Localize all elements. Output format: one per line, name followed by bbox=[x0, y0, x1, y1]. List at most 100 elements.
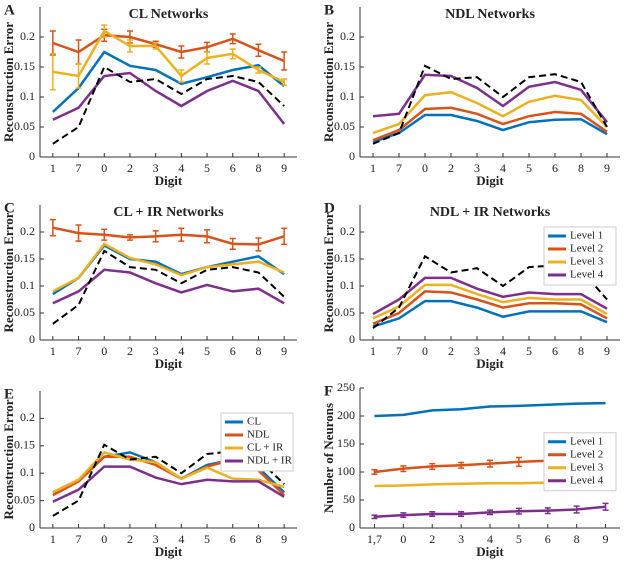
error-bar bbox=[281, 51, 288, 71]
series-line bbox=[52, 249, 285, 325]
x-tick-label: 8 bbox=[255, 161, 261, 175]
error-bar bbox=[204, 51, 211, 65]
panel-letter: F bbox=[324, 383, 333, 399]
error-bar bbox=[152, 42, 159, 50]
error-bar bbox=[229, 33, 236, 45]
error-bar bbox=[204, 229, 211, 244]
y-axis-label: Number of Neurons bbox=[321, 403, 336, 513]
y-tick-label: 0 bbox=[349, 332, 355, 346]
x-tick-label: 3 bbox=[474, 161, 480, 175]
y-tick-label: 0.05 bbox=[334, 119, 355, 133]
error-bar bbox=[126, 39, 133, 53]
y-axis-label: Reconstruction Error bbox=[1, 212, 16, 332]
x-tick-label: 1 bbox=[370, 344, 376, 358]
y-tick-label: 200 bbox=[337, 408, 355, 422]
x-axis-label: Digit bbox=[476, 173, 504, 188]
y-tick-label: 0.15 bbox=[334, 251, 355, 265]
error-bar bbox=[281, 227, 288, 246]
error-bar bbox=[573, 505, 580, 514]
x-tick-label: 4 bbox=[178, 532, 184, 546]
series-line bbox=[52, 465, 285, 503]
y-tick-label: 0.2 bbox=[20, 29, 35, 43]
y-axis-label: Reconstruction Error bbox=[1, 399, 16, 519]
x-tick-label: 7 bbox=[76, 532, 82, 546]
error-bar bbox=[75, 63, 82, 89]
y-tick-label: 0.2 bbox=[340, 29, 355, 43]
x-tick-label: 8 bbox=[578, 161, 584, 175]
error-bar bbox=[400, 465, 407, 473]
error-bar bbox=[255, 66, 262, 74]
x-tick-label: 1,7 bbox=[367, 532, 382, 546]
x-tick-label: 4 bbox=[500, 344, 506, 358]
legend-label: NDL bbox=[247, 429, 270, 441]
panel-letter: E bbox=[4, 386, 14, 402]
y-tick-label: 0.05 bbox=[334, 305, 355, 319]
x-tick-label: 9 bbox=[603, 532, 609, 546]
error-bar bbox=[229, 48, 236, 60]
x-tick-label: 1 bbox=[50, 344, 56, 358]
x-tick-label: 9 bbox=[281, 344, 287, 358]
series-line bbox=[372, 106, 608, 142]
y-tick-label: 0 bbox=[29, 149, 35, 163]
x-tick-label: 2 bbox=[127, 344, 133, 358]
x-tick-label: 5 bbox=[204, 161, 210, 175]
y-tick-label: 0 bbox=[29, 332, 35, 346]
x-axis-label: Digit bbox=[155, 173, 183, 188]
x-tick-label: 0 bbox=[101, 344, 107, 358]
x-tick-label: 9 bbox=[604, 344, 610, 358]
x-tick-label: 0 bbox=[101, 532, 107, 546]
panel-letter: A bbox=[4, 2, 15, 18]
x-tick-label: 6 bbox=[230, 532, 236, 546]
x-tick-label: 8 bbox=[255, 532, 261, 546]
error-bar bbox=[544, 507, 551, 515]
x-axis-label: Digit bbox=[155, 544, 183, 559]
series-line bbox=[52, 33, 285, 63]
y-tick-label: 0.15 bbox=[14, 251, 35, 265]
error-bar bbox=[371, 469, 378, 475]
error-bar bbox=[515, 507, 522, 515]
error-bar bbox=[178, 45, 185, 59]
series-line bbox=[52, 242, 285, 293]
legend-label: CL + IR bbox=[247, 442, 284, 454]
error-bar bbox=[126, 233, 133, 241]
x-tick-label: 7 bbox=[396, 344, 402, 358]
error-bar bbox=[515, 456, 522, 468]
series-line bbox=[52, 226, 285, 246]
y-tick-label: 0 bbox=[349, 520, 355, 534]
y-tick-label: 0.1 bbox=[20, 465, 35, 479]
error-bar bbox=[487, 459, 493, 468]
x-tick-label: 5 bbox=[516, 532, 522, 546]
legend-label: Level 4 bbox=[570, 474, 604, 486]
x-tick-label: 5 bbox=[204, 344, 210, 358]
error-bar bbox=[75, 224, 82, 242]
panel-letter: B bbox=[324, 2, 334, 18]
error-bar bbox=[371, 514, 378, 520]
chart-title: CL + IR Networks bbox=[113, 205, 224, 220]
x-tick-label: 7 bbox=[76, 344, 82, 358]
x-tick-label: 8 bbox=[574, 532, 580, 546]
series-line bbox=[51, 50, 285, 113]
error-bar bbox=[255, 43, 262, 57]
y-tick-label: 0.15 bbox=[14, 59, 35, 73]
x-tick-label: 4 bbox=[178, 161, 184, 175]
series-line bbox=[372, 290, 608, 325]
series-line bbox=[372, 299, 608, 328]
series-line bbox=[372, 283, 608, 320]
y-axis-label: Reconstruction Error bbox=[321, 212, 336, 332]
error-bar bbox=[49, 53, 56, 91]
x-tick-label: 6 bbox=[230, 161, 236, 175]
x-axis-label: Digit bbox=[476, 544, 504, 559]
series-line bbox=[372, 113, 608, 144]
series-line bbox=[372, 64, 608, 145]
x-tick-label: 5 bbox=[526, 344, 532, 358]
x-tick-label: 6 bbox=[545, 532, 551, 546]
y-tick-label: 0.05 bbox=[14, 119, 35, 133]
error-bar bbox=[178, 227, 185, 242]
chart-title: NDL + IR Networks bbox=[430, 205, 551, 220]
x-tick-label: 4 bbox=[178, 344, 184, 358]
legend-label: Level 3 bbox=[570, 461, 604, 473]
legend-label: Level 3 bbox=[570, 256, 604, 268]
x-tick-label: 3 bbox=[153, 161, 159, 175]
y-tick-label: 0.1 bbox=[20, 278, 35, 292]
